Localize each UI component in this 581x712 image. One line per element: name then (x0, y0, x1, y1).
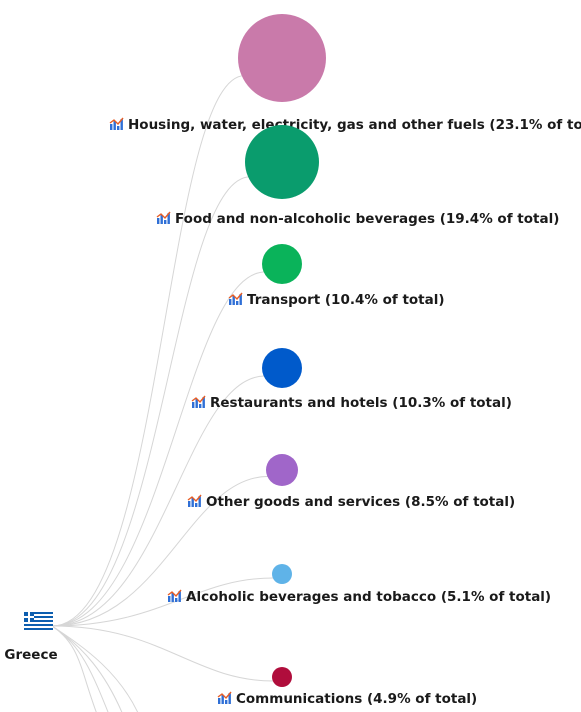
tree-link (51, 271, 266, 627)
node-label: Alcoholic beverages and tobacco (5.1% of… (186, 589, 551, 605)
tree-link (51, 625, 139, 712)
bar-chart-icon (109, 117, 124, 130)
tree-link (51, 75, 245, 627)
tree-links (51, 75, 274, 712)
node-bubble[interactable] (262, 348, 302, 388)
bar-chart-icon (191, 395, 206, 408)
tree-link (51, 176, 251, 627)
node-label: Other goods and services (8.5% of total) (206, 494, 515, 510)
node-label: Housing, water, electricity, gas and oth… (128, 117, 581, 133)
tree-node[interactable]: Food and non-alcoholic beverages (19.4% … (156, 125, 559, 227)
node-bubble[interactable] (245, 125, 319, 199)
node-label: Food and non-alcoholic beverages (19.4% … (175, 211, 559, 227)
bar-chart-icon (156, 211, 171, 224)
tree-node[interactable]: Housing, water, electricity, gas and oth… (109, 14, 581, 133)
tree-link (51, 625, 274, 682)
bar-chart-icon (187, 494, 202, 507)
tree-node[interactable]: Other goods and services (8.5% of total) (187, 454, 515, 510)
tree-link (51, 475, 269, 627)
tree-link (51, 577, 274, 627)
greek-flag-icon (24, 612, 53, 630)
bar-chart-icon (217, 691, 232, 704)
tree-link (51, 375, 266, 627)
node-label: Transport (10.4% of total) (247, 292, 445, 308)
tree-node[interactable]: Alcoholic beverages and tobacco (5.1% of… (167, 564, 551, 605)
tree-node[interactable]: Transport (10.4% of total) (228, 244, 445, 308)
node-label: Communications (4.9% of total) (236, 691, 477, 707)
tree-node[interactable]: Communications (4.9% of total) (217, 667, 477, 707)
node-bubble[interactable] (266, 454, 298, 486)
bar-chart-icon (228, 292, 243, 305)
node-bubble[interactable] (262, 244, 302, 284)
tree-nodes: Housing, water, electricity, gas and oth… (109, 14, 581, 707)
root-label: Greece (4, 647, 57, 663)
root-node[interactable]: Greece (4, 612, 58, 663)
bar-chart-icon (167, 589, 182, 602)
tree-link (51, 625, 97, 712)
node-bubble[interactable] (272, 667, 292, 687)
tree-node[interactable]: Restaurants and hotels (10.3% of total) (191, 348, 512, 411)
node-label: Restaurants and hotels (10.3% of total) (210, 395, 512, 411)
node-bubble[interactable] (238, 14, 326, 102)
node-bubble[interactable] (272, 564, 292, 584)
